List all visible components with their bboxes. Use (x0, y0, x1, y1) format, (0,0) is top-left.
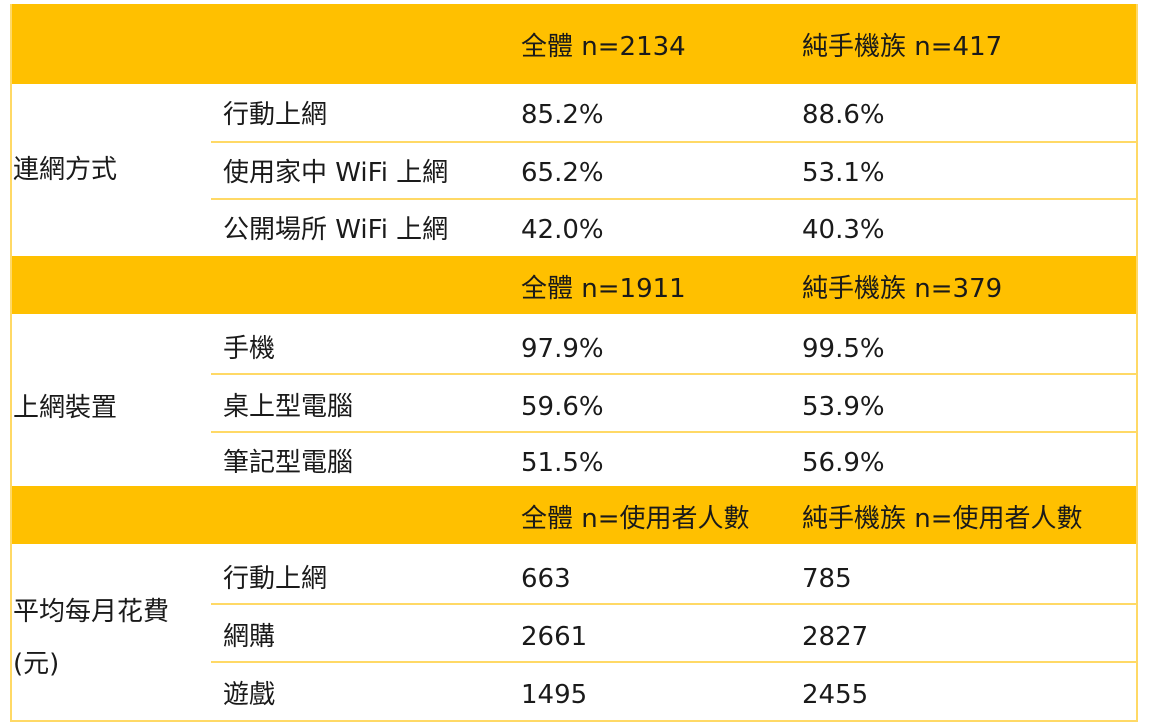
row-item: 公開場所 WiFi 上網 (223, 215, 449, 245)
data-table: 全體 n=2134 純手機族 n=417 連網方式 行動上網 85.2% 88.… (10, 4, 1138, 722)
row-mobile-only: 2827 (802, 622, 869, 652)
row-divider (211, 661, 1138, 663)
row-total: 663 (521, 564, 571, 594)
row-divider (211, 198, 1138, 200)
row-item: 桌上型電腦 (223, 392, 354, 422)
row-mobile-only: 53.9% (802, 392, 885, 422)
section-label-connection: 連網方式 (13, 155, 118, 185)
section-body-spending: 平均每月花費 (元) 行動上網 663 785 網購 2661 2827 遊戲 … (10, 544, 1138, 722)
row-item: 筆記型電腦 (223, 448, 354, 478)
row-total: 59.6% (521, 392, 604, 422)
section-header-device: 全體 n=1911 純手機族 n=379 (10, 256, 1138, 314)
header-mobile-only: 純手機族 n=379 (802, 274, 1003, 304)
row-item: 手機 (223, 334, 276, 364)
table-right-border (1136, 4, 1138, 722)
row-mobile-only: 99.5% (802, 334, 885, 364)
row-total: 2661 (521, 622, 588, 652)
row-divider (211, 431, 1138, 433)
row-item: 網購 (223, 622, 276, 652)
section-header-connection: 全體 n=2134 純手機族 n=417 (10, 4, 1138, 84)
header-total: 全體 n=1911 (521, 274, 686, 304)
row-item: 行動上網 (223, 564, 328, 594)
row-total: 85.2% (521, 100, 604, 130)
section-label-device: 上網裝置 (13, 393, 118, 423)
section-label-spending-line2: (元) (13, 649, 60, 679)
header-mobile-only: 純手機族 n=使用者人數 (802, 504, 1083, 534)
table-left-border (10, 4, 12, 722)
header-total: 全體 n=2134 (521, 32, 686, 62)
header-total: 全體 n=使用者人數 (521, 504, 750, 534)
row-mobile-only: 2455 (802, 680, 869, 710)
row-mobile-only: 56.9% (802, 448, 885, 478)
row-divider (211, 141, 1138, 143)
section-body-connection: 連網方式 行動上網 85.2% 88.6% 使用家中 WiFi 上網 65.2%… (10, 84, 1138, 256)
row-item: 遊戲 (223, 680, 276, 710)
row-total: 42.0% (521, 215, 604, 245)
row-total: 65.2% (521, 158, 604, 188)
row-mobile-only: 88.6% (802, 100, 885, 130)
row-total: 1495 (521, 680, 588, 710)
row-divider (211, 603, 1138, 605)
row-total: 51.5% (521, 448, 604, 478)
header-mobile-only: 純手機族 n=417 (802, 32, 1003, 62)
row-total: 97.9% (521, 334, 604, 364)
row-mobile-only: 53.1% (802, 158, 885, 188)
section-label-spending-line1: 平均每月花費 (13, 597, 170, 627)
table-bottom-border (10, 720, 1138, 722)
row-divider (211, 373, 1138, 375)
section-header-spending: 全體 n=使用者人數 純手機族 n=使用者人數 (10, 486, 1138, 544)
row-item: 使用家中 WiFi 上網 (223, 158, 449, 188)
section-body-device: 上網裝置 手機 97.9% 99.5% 桌上型電腦 59.6% 53.9% 筆記… (10, 314, 1138, 486)
row-mobile-only: 785 (802, 564, 852, 594)
row-mobile-only: 40.3% (802, 215, 885, 245)
row-item: 行動上網 (223, 100, 328, 130)
